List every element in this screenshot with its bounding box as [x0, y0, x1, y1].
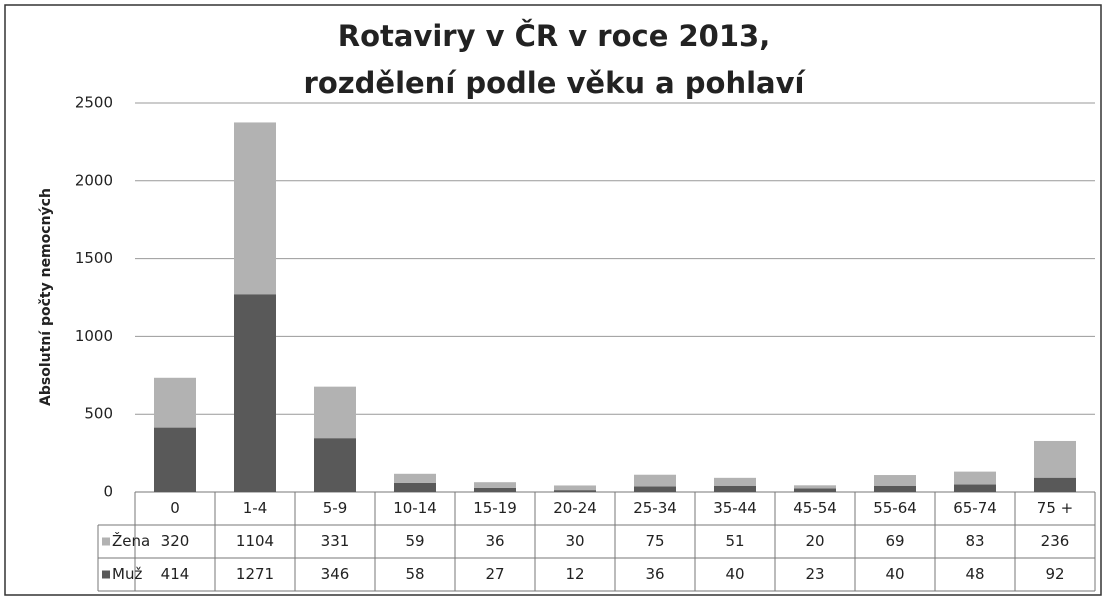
chart-title: Rotaviry v ČR v roce 2013, [338, 19, 770, 53]
table-value: 58 [405, 565, 424, 583]
y-tick-label: 2500 [75, 94, 113, 112]
table-value: 12 [565, 565, 584, 583]
table-value: 59 [405, 532, 424, 550]
bar [474, 487, 516, 492]
x-tick-label: 35-44 [713, 499, 757, 517]
x-tick-label: 65-74 [953, 499, 997, 517]
table-value: 331 [321, 532, 350, 550]
table-value: 40 [885, 565, 904, 583]
table-value: 92 [1045, 565, 1064, 583]
bar [154, 427, 196, 492]
table-value: 40 [725, 565, 744, 583]
bar [794, 488, 836, 492]
bar [154, 377, 196, 428]
bar [234, 122, 276, 295]
bar [234, 294, 276, 492]
table-value: 20 [805, 532, 824, 550]
table-value: 320 [161, 532, 190, 550]
table-value: 27 [485, 565, 504, 583]
table-value: 75 [645, 532, 664, 550]
x-tick-label: 5-9 [323, 499, 348, 517]
legend-swatch [102, 570, 110, 579]
table-value: 30 [565, 532, 584, 550]
table-value: 236 [1041, 532, 1070, 550]
bar [874, 475, 916, 486]
x-tick-label: 75 + [1037, 499, 1073, 517]
bar [474, 482, 516, 488]
bar [794, 485, 836, 489]
x-tick-label: 55-64 [873, 499, 917, 517]
table-value: 69 [885, 532, 904, 550]
table-value: 36 [645, 565, 664, 583]
x-tick-label: 20-24 [553, 499, 597, 517]
y-axis-title: Absolutní počty nemocných [38, 188, 54, 406]
bar [1034, 440, 1076, 478]
table-value: 346 [321, 565, 350, 583]
x-tick-label: 1-4 [243, 499, 268, 517]
bar [874, 485, 916, 492]
x-tick-label: 10-14 [393, 499, 437, 517]
table-value: 1104 [236, 532, 274, 550]
bar [554, 485, 596, 491]
bar [554, 490, 596, 492]
bar [634, 486, 676, 492]
bar [634, 474, 676, 487]
x-tick-label: 25-34 [633, 499, 677, 517]
table-value: 83 [965, 532, 984, 550]
y-tick-label: 1000 [75, 327, 113, 345]
y-tick-label: 0 [103, 483, 113, 501]
x-tick-label: 0 [170, 499, 180, 517]
legend-label: Muž [112, 565, 142, 583]
bar [714, 477, 756, 486]
bar [954, 471, 996, 485]
bar [394, 482, 436, 492]
y-tick-label: 1500 [75, 249, 113, 267]
bar [714, 485, 756, 492]
chart-title: rozdělení podle věku a pohlaví [304, 66, 807, 100]
bar [314, 438, 356, 492]
x-tick-label: 15-19 [473, 499, 517, 517]
table-value: 36 [485, 532, 504, 550]
y-tick-label: 2000 [75, 171, 113, 189]
table-value: 1271 [236, 565, 274, 583]
bar [1034, 477, 1076, 492]
x-tick-label: 45-54 [793, 499, 837, 517]
legend-label: Žena [112, 531, 150, 550]
legend-swatch [102, 537, 110, 546]
table-value: 51 [725, 532, 744, 550]
table-value: 414 [161, 565, 190, 583]
table-value: 23 [805, 565, 824, 583]
bar [314, 386, 356, 439]
y-tick-label: 500 [84, 405, 113, 423]
table-value: 48 [965, 565, 984, 583]
bar [954, 484, 996, 492]
bar [394, 473, 436, 483]
